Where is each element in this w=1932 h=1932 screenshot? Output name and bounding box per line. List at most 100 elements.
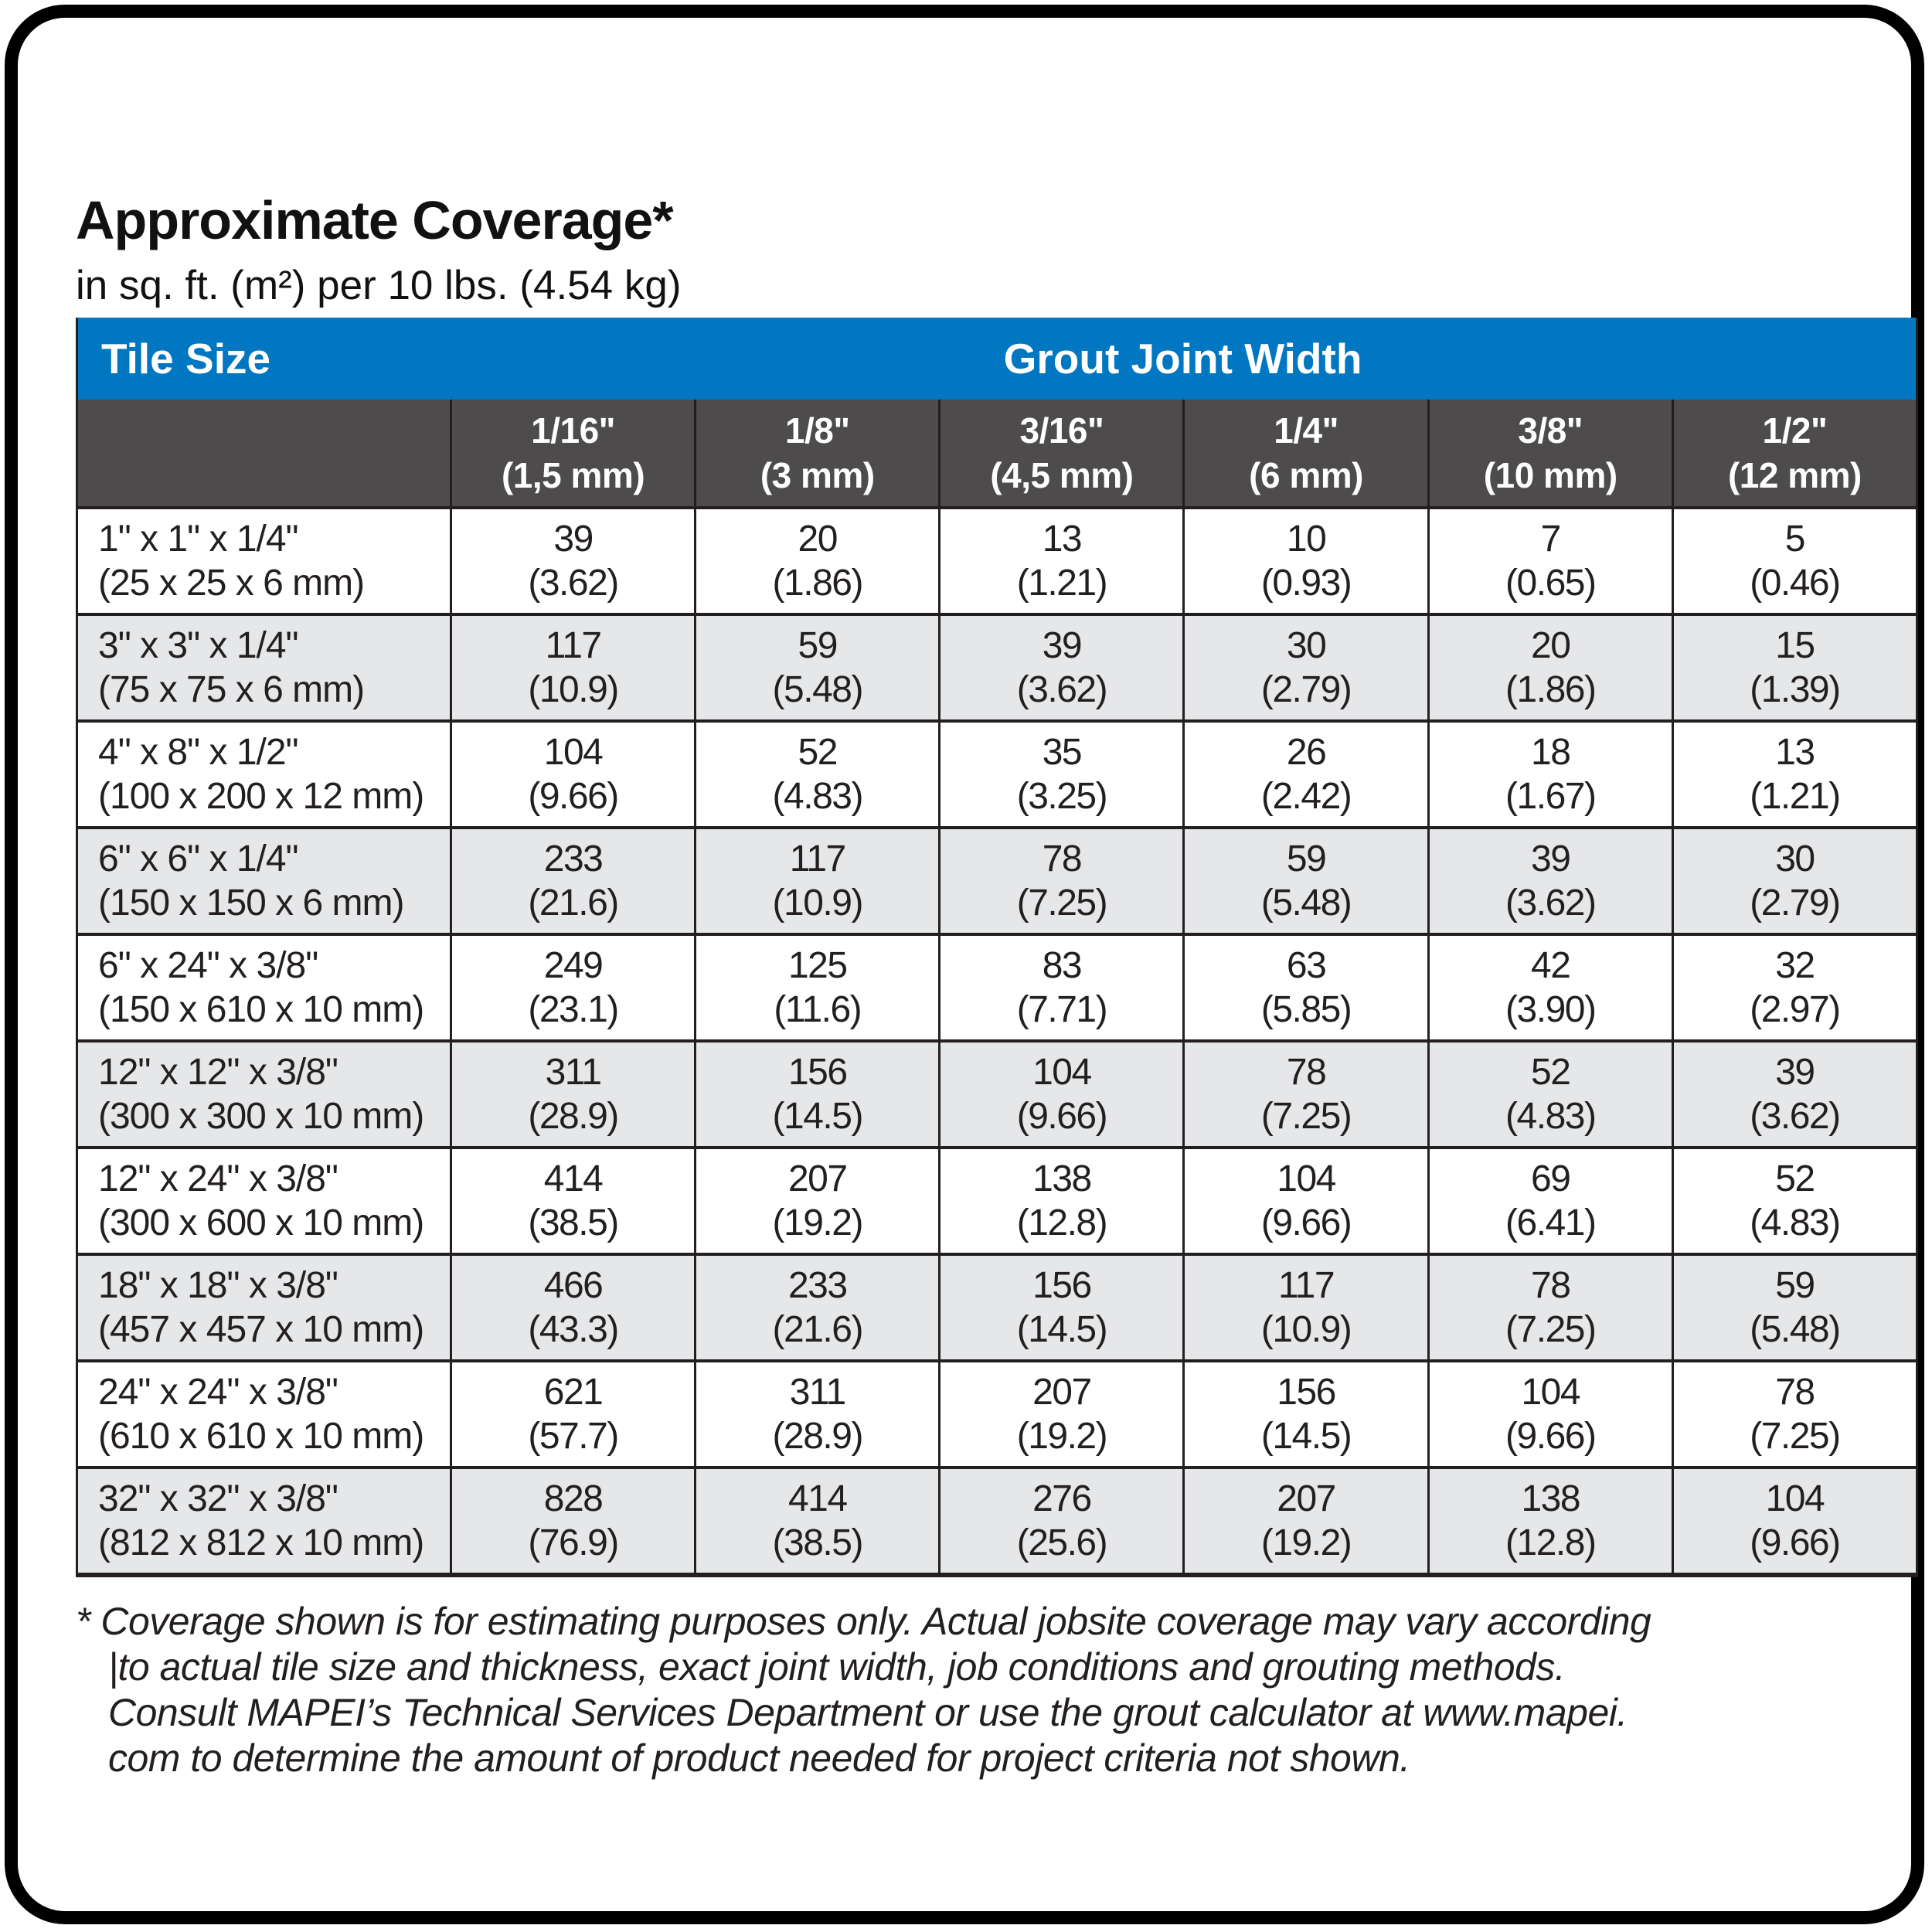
column-header-row: 1/16" (1,5 mm) 1/8" (3 mm) 3/16" (4,5 mm) 1/4"… [78, 400, 1916, 506]
coverage-sqft: 42 [1531, 945, 1571, 986]
footnote-line: Consult MAPEI’s Technical Services Depar… [108, 1691, 1628, 1734]
coverage-sqm: (38.5) [528, 1202, 619, 1243]
coverage-sqm: (9.66) [1750, 1522, 1841, 1563]
coverage-value-cell: 117 (10.9) [694, 829, 938, 933]
coverage-sqm: (2.79) [1260, 669, 1352, 710]
coverage-value-cell: 78 (7.25) [1671, 1362, 1916, 1466]
coverage-sqft: 20 [798, 519, 838, 560]
table-row: 12" x 12" x 3/8" (300 x 300 x 10 mm) 311 (2… [78, 1039, 1916, 1146]
coverage-value-cell: 59 (5.48) [694, 616, 938, 719]
coverage-sqm: (11.6) [774, 989, 862, 1030]
coverage-sqft: 32 [1775, 945, 1815, 986]
coverage-sqft: 138 [1521, 1478, 1580, 1519]
coverage-value-cell: 104 (9.66) [1182, 1149, 1427, 1253]
coverage-sqft: 69 [1531, 1158, 1571, 1199]
coverage-sqft: 104 [1277, 1158, 1336, 1199]
coverage-sqft: 39 [553, 519, 594, 560]
coverage-sqm: (5.85) [1260, 989, 1352, 1030]
coverage-sqft: 156 [1032, 1265, 1092, 1306]
coverage-sqm: (43.3) [528, 1309, 619, 1350]
coverage-sqm: (23.1) [528, 989, 619, 1030]
coverage-sqft: 138 [1032, 1158, 1092, 1199]
coverage-value-cell: 7 (0.65) [1427, 509, 1672, 613]
coverage-sqft: 83 [1042, 945, 1083, 986]
coverage-value-cell: 78 (7.25) [1427, 1256, 1672, 1359]
coverage-sqm: (57.7) [528, 1416, 619, 1457]
coverage-sqm: (5.48) [1260, 883, 1352, 923]
coverage-sqft: 207 [787, 1158, 848, 1199]
coverage-sqft: 26 [1286, 732, 1327, 773]
table-row: 32" x 32" x 3/8" (812 x 812 x 10 mm) 828 (7… [78, 1466, 1916, 1573]
tile-size-cell: 12" x 24" x 3/8" (300 x 600 x 10 mm) [78, 1149, 450, 1253]
coverage-sqft: 30 [1775, 838, 1815, 879]
tile-size-mm: (300 x 300 x 10 mm) [98, 1096, 424, 1137]
coverage-sqft: 104 [1032, 1052, 1092, 1093]
coverage-sqft: 276 [1032, 1478, 1092, 1519]
coverage-sqm: (4.83) [1505, 1096, 1597, 1137]
coverage-sqft: 20 [1531, 625, 1571, 666]
coverage-sqft: 117 [545, 625, 603, 666]
coverage-sqm: (0.93) [1260, 563, 1352, 604]
coverage-sqm: (3.90) [1505, 989, 1597, 1030]
tile-size-cell: 18" x 18" x 3/8" (457 x 457 x 10 mm) [78, 1256, 450, 1359]
column-header-inch: 1/4" [1274, 410, 1338, 451]
tile-size-inch: 32" x 32" x 3/8" [98, 1478, 338, 1519]
coverage-sqm: (25.6) [1016, 1522, 1108, 1563]
column-header-cell: 1/2" (12 mm) [1671, 400, 1916, 506]
rounded-card: Approximate Coverage* in sq. ft. (m²) pe… [5, 5, 1924, 1924]
coverage-sqm: (1.21) [1750, 776, 1841, 817]
coverage-value-cell: 39 (3.62) [1427, 829, 1672, 933]
tile-size-mm: (100 x 200 x 12 mm) [98, 776, 424, 817]
footnote-line: * Coverage shown is for estimating purpo… [76, 1600, 1651, 1643]
coverage-sqft: 78 [1042, 838, 1083, 879]
table-row: 6" x 6" x 1/4" (150 x 150 x 6 mm) 233 (21.6… [78, 826, 1916, 933]
coverage-sqm: (14.5) [772, 1096, 864, 1137]
coverage-value-cell: 39 (3.62) [1671, 1043, 1916, 1146]
column-header-spacer [78, 400, 450, 506]
coverage-sqm: (3.62) [528, 563, 619, 604]
tile-size-inch: 6" x 24" x 3/8" [98, 945, 318, 986]
coverage-value-cell: 138 (12.8) [938, 1149, 1182, 1253]
coverage-value-cell: 621 (57.7) [450, 1362, 694, 1466]
coverage-sqm: (2.42) [1260, 776, 1352, 817]
coverage-sqm: (21.6) [772, 1309, 864, 1350]
column-header-inch: 1/16" [531, 410, 615, 451]
page-title: Approximate Coverage* [76, 190, 674, 250]
coverage-sqft: 311 [789, 1372, 847, 1413]
coverage-sqm: (9.66) [528, 776, 619, 817]
coverage-value-cell: 83 (7.71) [938, 936, 1182, 1039]
coverage-value-cell: 59 (5.48) [1182, 829, 1427, 933]
coverage-sqft: 207 [1032, 1372, 1092, 1413]
tile-size-inch: 1" x 1" x 1/4" [98, 519, 299, 560]
tile-size-inch: 24" x 24" x 3/8" [98, 1372, 338, 1413]
grout-joint-width-header: Grout Joint Width [1003, 335, 1362, 383]
coverage-value-cell: 104 (9.66) [450, 723, 694, 826]
coverage-value-cell: 276 (25.6) [938, 1469, 1182, 1573]
coverage-sqft: 828 [543, 1478, 604, 1519]
coverage-sqft: 59 [1775, 1265, 1815, 1306]
table-row: 3" x 3" x 1/4" (75 x 75 x 6 mm) 117 (10.9) 5… [78, 613, 1916, 719]
column-header-inch: 3/8" [1518, 410, 1583, 451]
tile-size-cell: 24" x 24" x 3/8" (610 x 610 x 10 mm) [78, 1362, 450, 1466]
coverage-sqm: (1.67) [1505, 776, 1597, 817]
table-row: 12" x 24" x 3/8" (300 x 600 x 10 mm) 414 (3… [78, 1146, 1916, 1253]
coverage-value-cell: 311 (28.9) [694, 1362, 938, 1466]
coverage-sqm: (76.9) [528, 1522, 619, 1563]
coverage-sqft: 39 [1531, 838, 1571, 879]
coverage-sqft: 52 [1531, 1052, 1571, 1093]
column-header-mm: (10 mm) [1483, 455, 1617, 495]
coverage-value-cell: 156 (14.5) [938, 1256, 1182, 1359]
coverage-value-cell: 117 (10.9) [450, 616, 694, 719]
coverage-sqm: (6.41) [1505, 1202, 1597, 1243]
coverage-sqm: (14.5) [1016, 1309, 1108, 1350]
coverage-sqft: 104 [1521, 1372, 1580, 1413]
coverage-sqm: (3.62) [1016, 669, 1108, 710]
coverage-sqm: (5.48) [772, 669, 864, 710]
coverage-sqft: 466 [543, 1265, 604, 1306]
coverage-sqm: (4.83) [1750, 1202, 1841, 1243]
coverage-sqft: 207 [1277, 1478, 1336, 1519]
coverage-value-cell: 125 (11.6) [694, 936, 938, 1039]
column-header-mm: (1,5 mm) [501, 455, 645, 495]
coverage-sqft: 39 [1042, 625, 1083, 666]
